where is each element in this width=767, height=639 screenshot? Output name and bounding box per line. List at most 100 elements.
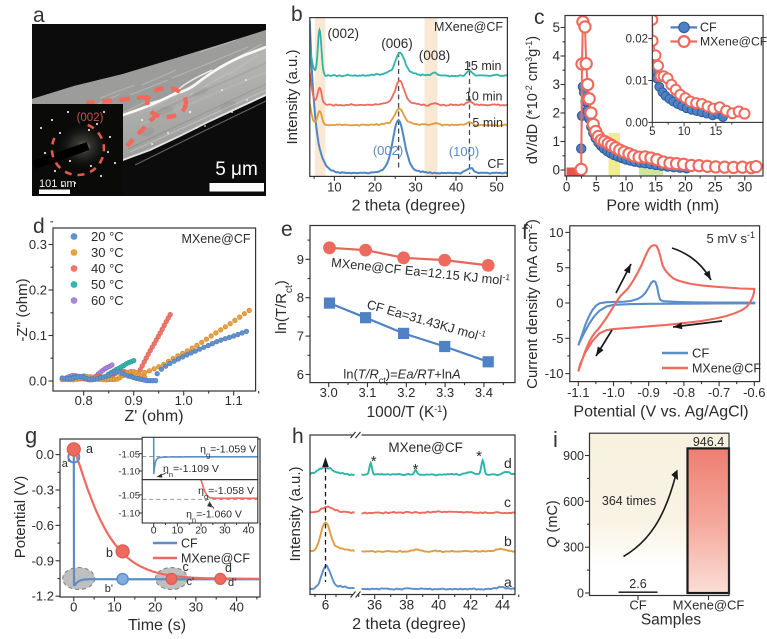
svg-text:30: 30: [737, 180, 752, 195]
svg-text:1.1: 1.1: [225, 393, 243, 408]
svg-text:MXene@CF: MXene@CF: [181, 552, 250, 566]
svg-text:36: 36: [367, 598, 382, 613]
svg-text:42: 42: [463, 598, 478, 613]
svg-text:Potential (V): Potential (V): [12, 476, 29, 559]
svg-text:10: 10: [327, 180, 341, 195]
svg-text:8: 8: [297, 290, 304, 305]
svg-text:Potential (V vs. Ag/AgCl): Potential (V vs. Ag/AgCl): [573, 404, 748, 421]
svg-text:20: 20: [148, 600, 162, 615]
svg-text:d: d: [225, 561, 232, 575]
svg-text:b: b: [291, 3, 303, 26]
svg-text:i: i: [553, 427, 558, 452]
svg-text:-5: -5: [552, 331, 564, 346]
svg-text:40: 40: [449, 180, 463, 195]
svg-text:1000/T (K-1): 1000/T (K-1): [367, 404, 448, 421]
svg-text:0.3: 0.3: [29, 237, 47, 252]
svg-text:c': c': [187, 576, 195, 588]
svg-text:5 mV s-1: 5 mV s-1: [707, 230, 755, 246]
svg-text:dV/dD (*10-2 cm3g-1): dV/dD (*10-2 cm3g-1): [524, 36, 541, 164]
svg-text:1: 1: [552, 134, 560, 149]
svg-text:-0.7: -0.7: [708, 385, 730, 400]
svg-text:-0.9: -0.9: [637, 385, 659, 400]
svg-text:d': d': [228, 577, 236, 589]
svg-text:5: 5: [649, 126, 655, 138]
svg-text:-1.2: -1.2: [32, 589, 54, 604]
svg-text:20 °C: 20 °C: [91, 229, 124, 244]
svg-text:a': a': [62, 458, 70, 470]
svg-text:6: 6: [297, 367, 304, 382]
svg-text:600: 600: [563, 495, 584, 509]
svg-text:a: a: [504, 574, 512, 590]
svg-text:25: 25: [708, 180, 723, 195]
svg-text:*: *: [413, 461, 419, 478]
svg-text:4: 4: [552, 49, 560, 64]
svg-text:0.8: 0.8: [75, 393, 93, 408]
svg-text:-10: -10: [545, 366, 564, 381]
svg-text:364 times: 364 times: [602, 494, 656, 508]
svg-text:3: 3: [552, 77, 560, 92]
svg-text:5: 5: [556, 260, 563, 275]
svg-text:5: 5: [593, 180, 601, 195]
svg-text:-1.10: -1.10: [118, 509, 140, 520]
svg-text:30: 30: [219, 525, 231, 537]
svg-text:-1.1: -1.1: [567, 385, 589, 400]
svg-text:(002): (002): [328, 26, 360, 41]
svg-text:0.02: 0.02: [626, 34, 648, 46]
svg-text:c: c: [504, 494, 511, 510]
svg-text:10: 10: [549, 225, 563, 240]
svg-text:2 theta (degree): 2 theta (degree): [352, 616, 466, 633]
svg-text:0.00: 0.00: [626, 117, 648, 129]
svg-text:1.0: 1.0: [175, 393, 193, 408]
svg-text:50 °C: 50 °C: [91, 277, 124, 292]
svg-text:c: c: [183, 560, 189, 574]
svg-text:CF: CF: [181, 537, 198, 551]
svg-text:MXene@CF: MXene@CF: [700, 35, 767, 49]
svg-text:Intensity (a.u.): Intensity (a.u.): [287, 466, 304, 561]
svg-text:15 min: 15 min: [464, 59, 502, 73]
svg-text:h: h: [292, 425, 304, 448]
svg-text:ln(T/Rct): ln(T/Rct): [273, 280, 295, 334]
svg-text:-0.6: -0.6: [743, 385, 765, 400]
svg-text:Current density (mA cm-2): Current density (mA cm-2): [524, 219, 541, 389]
svg-text:0.0: 0.0: [29, 374, 47, 389]
svg-text:40: 40: [431, 598, 446, 613]
svg-text:0.9: 0.9: [125, 393, 143, 408]
svg-text:3.2: 3.2: [397, 385, 415, 400]
svg-text:b': b': [105, 583, 113, 595]
svg-text:-0.9: -0.9: [32, 553, 54, 568]
svg-text:d: d: [33, 215, 45, 238]
svg-text:Time (s): Time (s): [128, 617, 186, 634]
svg-text:b: b: [504, 533, 512, 549]
svg-text:ηg=-1.058 V: ηg=-1.058 V: [198, 485, 254, 501]
svg-text:3.1: 3.1: [358, 385, 376, 400]
svg-text:30 °C: 30 °C: [91, 245, 124, 260]
svg-text:d: d: [504, 455, 512, 471]
svg-text:*: *: [476, 448, 482, 465]
svg-text:CF: CF: [692, 346, 709, 361]
svg-text:a: a: [86, 442, 93, 456]
svg-text:CF: CF: [487, 157, 504, 171]
svg-text:Pore width (nm): Pore width (nm): [606, 198, 719, 215]
svg-text:(002): (002): [373, 143, 403, 158]
svg-text:3.0: 3.0: [320, 385, 338, 400]
svg-text:Z' (ohm): Z' (ohm): [124, 408, 183, 425]
svg-text:0.01: 0.01: [626, 76, 648, 88]
svg-text:2.6: 2.6: [629, 577, 646, 591]
svg-text:30: 30: [408, 180, 422, 195]
svg-text:38: 38: [399, 598, 414, 613]
svg-text:15: 15: [710, 126, 723, 138]
svg-text:0.0: 0.0: [36, 447, 54, 462]
svg-text:946.4: 946.4: [693, 435, 724, 449]
svg-text:5 μm: 5 μm: [215, 159, 258, 180]
svg-text:e: e: [281, 218, 293, 241]
svg-text:Q (mC): Q (mC): [545, 500, 561, 548]
svg-text:-1.05: -1.05: [118, 450, 140, 461]
svg-text:c: c: [534, 6, 545, 29]
svg-text:MXene@CF: MXene@CF: [692, 362, 761, 376]
svg-text:900: 900: [563, 449, 584, 463]
svg-text:MXene@CF: MXene@CF: [434, 20, 503, 34]
svg-text:-0.6: -0.6: [32, 518, 54, 533]
svg-text:-Z'' (ohm): -Z'' (ohm): [14, 278, 31, 341]
svg-text:ηn=-1.060 V: ηn=-1.060 V: [186, 509, 242, 525]
svg-text:CF Ea=31.43KJ mol-1: CF Ea=31.43KJ mol-1: [365, 296, 487, 345]
